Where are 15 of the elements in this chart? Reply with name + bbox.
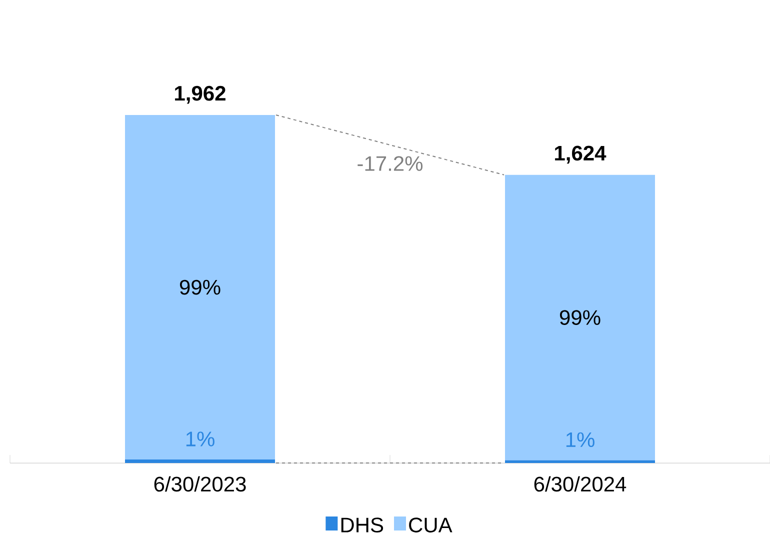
annotation: 99% xyxy=(560,310,600,325)
legend-label: DHS xyxy=(341,518,384,532)
annotation: 99% xyxy=(180,280,220,295)
x-tick-label: 6/30/2023 xyxy=(154,476,246,492)
annotation: 1% xyxy=(566,432,594,448)
x-tick-label: 6/30/2024 xyxy=(534,476,626,492)
bar xyxy=(125,460,276,463)
bar xyxy=(505,174,656,460)
bar xyxy=(125,115,276,460)
annotation: 1% xyxy=(186,432,214,446)
annotation: -17.2% xyxy=(358,156,423,171)
legend-label: CUA xyxy=(409,518,452,532)
annotation: 1,962 xyxy=(175,86,226,104)
annotation: 1,624 xyxy=(555,146,606,164)
bar xyxy=(505,460,656,463)
